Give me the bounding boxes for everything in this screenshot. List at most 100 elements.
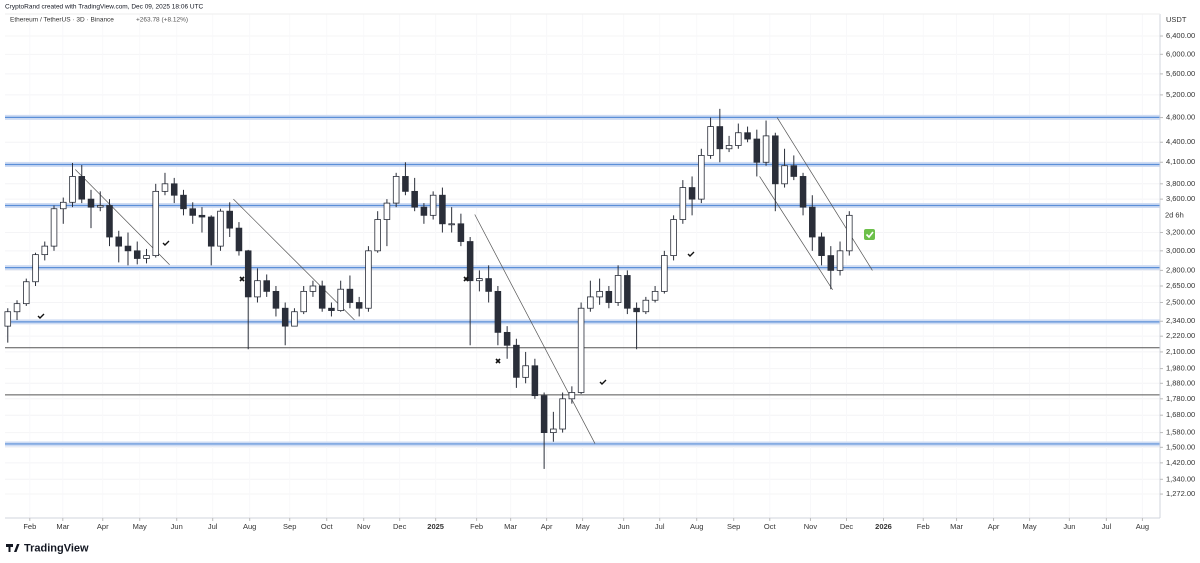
y-tick-label: 2,800.00 bbox=[1166, 265, 1195, 274]
candle-body bbox=[32, 254, 39, 283]
y-tick-label: 4,400.00 bbox=[1166, 137, 1195, 146]
candle-body bbox=[725, 145, 733, 150]
x-tick-label: Jun bbox=[1063, 522, 1075, 531]
candle-body bbox=[753, 138, 761, 163]
check-marks bbox=[37, 240, 695, 385]
candle-body bbox=[346, 288, 354, 303]
candle-body bbox=[744, 132, 751, 140]
check-emoji bbox=[864, 229, 875, 240]
trendline bbox=[233, 198, 355, 321]
candle-body bbox=[161, 183, 169, 192]
candle-body bbox=[235, 227, 243, 252]
x-tick-label: Dec bbox=[393, 522, 407, 531]
x-tick-label: May bbox=[133, 522, 147, 531]
candle-body bbox=[392, 176, 400, 204]
candle-body bbox=[513, 344, 520, 378]
symbol: Ethereum / TetherUS · 3D · Binance bbox=[10, 17, 114, 24]
x-tick-label: Sep bbox=[283, 522, 296, 531]
candle-body bbox=[707, 126, 714, 156]
candle-body bbox=[207, 216, 215, 247]
candle-body bbox=[429, 194, 437, 216]
candle-body bbox=[587, 296, 594, 309]
candle-body bbox=[633, 307, 640, 313]
candle-body bbox=[383, 202, 391, 220]
candle-body bbox=[772, 135, 779, 185]
y-tick-label: 1,340.00 bbox=[1166, 474, 1195, 483]
candle-body bbox=[503, 331, 511, 346]
candle-body bbox=[226, 210, 233, 229]
candle-body bbox=[41, 245, 49, 256]
y-tick-label: 2,100.00 bbox=[1166, 347, 1195, 356]
y-tick-label: 3,600.00 bbox=[1166, 194, 1195, 203]
candle-body bbox=[698, 155, 705, 200]
x-tick-label: Mar bbox=[950, 522, 963, 531]
x-tick-label: Aug bbox=[1136, 522, 1149, 531]
x-tick-label: Aug bbox=[690, 522, 703, 531]
candle-body bbox=[799, 176, 807, 208]
candle-body bbox=[614, 275, 622, 303]
x-tick-label: Apr bbox=[97, 522, 109, 531]
x-tick-label: Mar bbox=[504, 522, 517, 531]
y-tick-label: 2,650.00 bbox=[1166, 281, 1195, 290]
candle-body bbox=[420, 206, 428, 216]
candle-body bbox=[78, 176, 86, 200]
candle-body bbox=[439, 194, 446, 225]
y-tick-label: 3,000.00 bbox=[1166, 246, 1195, 255]
candle-body bbox=[318, 285, 326, 309]
x-tick-label: Jul bbox=[1102, 522, 1112, 531]
candle-body bbox=[531, 365, 539, 397]
candle-body bbox=[189, 208, 196, 216]
x-tick-label: Nov bbox=[357, 522, 371, 531]
trendline bbox=[776, 117, 873, 271]
candle-body bbox=[485, 278, 492, 292]
logo: TradingView bbox=[6, 542, 89, 554]
y-tick-label: 4,100.00 bbox=[1166, 157, 1195, 166]
candle-body bbox=[679, 187, 687, 220]
candle-body bbox=[762, 135, 770, 163]
candle-body bbox=[596, 290, 603, 298]
candle-body bbox=[152, 190, 159, 256]
credit: CryptoRand created with TradingView.com,… bbox=[5, 4, 204, 11]
candle-body bbox=[605, 290, 613, 303]
y-tick-label: 1,980.00 bbox=[1166, 364, 1195, 373]
x-tick-label: May bbox=[576, 522, 590, 531]
levels bbox=[5, 114, 1160, 447]
candle-body bbox=[300, 290, 307, 313]
x-tick-label: Jun bbox=[171, 522, 183, 531]
candle-body bbox=[559, 398, 566, 430]
trendlines bbox=[75, 117, 873, 444]
x-tick-label: Feb bbox=[470, 522, 483, 531]
candle-body bbox=[809, 206, 816, 238]
y-tick-label: 2,500.00 bbox=[1166, 297, 1195, 306]
candle-body bbox=[4, 311, 12, 327]
candle-body bbox=[661, 255, 668, 292]
y-tick-label: 1,420.00 bbox=[1166, 458, 1195, 467]
candle-body bbox=[476, 278, 483, 282]
candle-body bbox=[836, 250, 844, 271]
candle-body bbox=[624, 275, 631, 309]
candle-body bbox=[13, 303, 21, 313]
countdown: 2d 6h bbox=[1165, 210, 1184, 219]
candle-body bbox=[735, 132, 742, 146]
candle-body bbox=[87, 198, 95, 208]
trendline bbox=[474, 214, 596, 444]
y-tick-label: 1,580.00 bbox=[1166, 428, 1195, 437]
x-tick-label: Aug bbox=[243, 522, 256, 531]
logo-text: TradingView bbox=[24, 542, 89, 554]
change: +263.78 (+8.12%) bbox=[136, 17, 188, 24]
y-tick-label: 4,800.00 bbox=[1166, 113, 1195, 122]
candle-body bbox=[818, 236, 825, 256]
y-tick-label: 1,880.00 bbox=[1166, 378, 1195, 387]
candle-body bbox=[96, 205, 104, 208]
x-tick-label: Dec bbox=[840, 522, 854, 531]
candle-body bbox=[244, 250, 252, 298]
y-tick-label: 5,600.00 bbox=[1166, 69, 1195, 78]
candle-body bbox=[309, 285, 317, 292]
candle-body bbox=[23, 281, 30, 305]
candle-body bbox=[577, 307, 585, 393]
candle-body bbox=[540, 395, 548, 433]
candle-body bbox=[466, 241, 474, 282]
candle-body bbox=[106, 205, 113, 238]
candle-body bbox=[827, 255, 835, 271]
